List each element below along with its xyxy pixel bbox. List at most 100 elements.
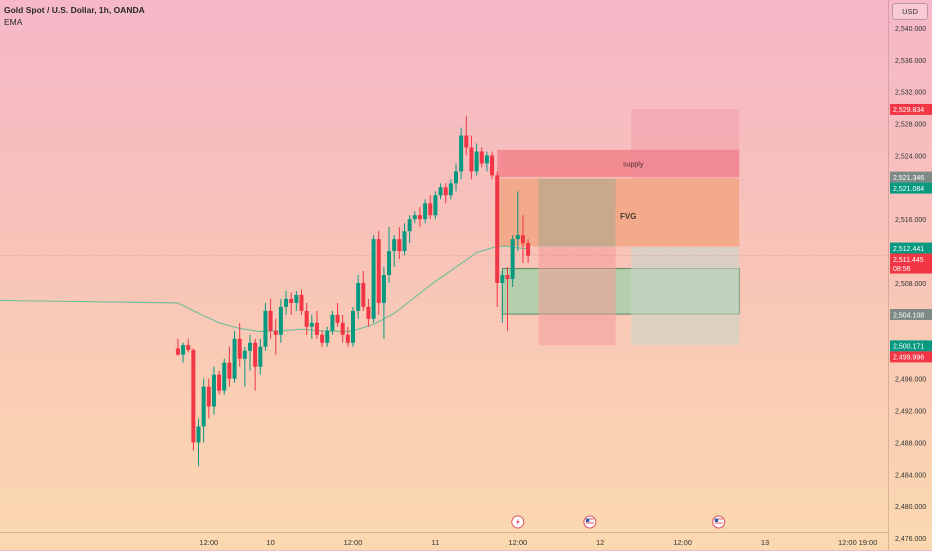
price-tag[interactable]: 2,529.834	[890, 103, 932, 115]
bearish-candle[interactable]	[186, 338, 191, 353]
bullish-candle[interactable]	[448, 179, 453, 200]
price-tag[interactable]: 2,500.171	[890, 340, 932, 352]
us-flag-event-icon[interactable]	[583, 515, 597, 529]
zone-supply[interactable]	[497, 149, 740, 177]
bullish-candle[interactable]	[278, 298, 283, 343]
candle-body	[371, 239, 376, 319]
bearish-candle[interactable]	[320, 330, 325, 347]
bearish-candle[interactable]	[227, 346, 232, 387]
bullish-candle[interactable]	[232, 330, 237, 383]
bullish-candle[interactable]	[222, 358, 227, 395]
bearish-candle[interactable]	[526, 239, 531, 264]
bullish-candle[interactable]	[387, 227, 392, 283]
bullish-candle[interactable]	[351, 306, 355, 347]
bearish-candle[interactable]	[304, 302, 309, 335]
time-axis[interactable]: 12:001012:001112:001212:001312:0019:0016…	[0, 532, 888, 551]
bullish-candle[interactable]	[510, 235, 515, 287]
price-tag[interactable]: 2,504.108	[890, 308, 932, 320]
bullish-candle[interactable]	[392, 235, 397, 268]
bullish-candle[interactable]	[459, 127, 464, 180]
fvg-label: FVG	[620, 212, 636, 221]
bullish-candle[interactable]	[474, 143, 479, 176]
bearish-candle[interactable]	[490, 151, 495, 180]
price-axis[interactable]: 2,540.000 2,536.000 2,532.000 2,528.000 2,52…	[888, 0, 932, 550]
bearish-candle[interactable]	[273, 318, 278, 355]
bearish-candle[interactable]	[376, 231, 381, 315]
bullish-candle[interactable]	[484, 151, 489, 172]
flag-stripe	[585, 518, 594, 520]
bearish-candle[interactable]	[175, 338, 180, 356]
bearish-candle[interactable]	[268, 298, 273, 339]
bullish-candle[interactable]	[196, 418, 201, 467]
bullish-candle[interactable]	[181, 342, 186, 363]
bullish-candle[interactable]	[294, 290, 299, 311]
bullish-candle[interactable]	[412, 211, 417, 224]
candlestick-chart[interactable]: supply FVG	[0, 0, 888, 532]
bullish-candle[interactable]	[263, 302, 268, 351]
bearish-candle[interactable]	[464, 115, 469, 156]
price-tag[interactable]: 2,499.996	[890, 351, 932, 363]
bullish-candle[interactable]	[423, 199, 428, 224]
bearish-candle[interactable]	[443, 183, 448, 204]
bearish-candle[interactable]	[345, 326, 350, 347]
flag-stripe	[585, 524, 594, 526]
zone-box-right-top[interactable]	[631, 109, 740, 179]
zone-fvg[interactable]	[497, 178, 740, 247]
bearish-candle[interactable]	[417, 207, 422, 228]
bullish-candle[interactable]	[438, 183, 443, 200]
zone-box-left-upper[interactable]	[538, 178, 616, 248]
bullish-candle[interactable]	[454, 163, 458, 192]
us-flag-event-icon[interactable]	[712, 515, 726, 529]
bearish-candle[interactable]	[289, 292, 294, 315]
lightning-event-icon[interactable]	[511, 515, 525, 529]
bullish-candle[interactable]	[201, 378, 206, 443]
bullish-candle[interactable]	[284, 290, 289, 315]
bullish-candle[interactable]	[211, 366, 216, 415]
bullish-candle[interactable]	[309, 314, 314, 339]
bullish-candle[interactable]	[433, 191, 438, 220]
bearish-candle[interactable]	[191, 348, 196, 451]
bearish-candle[interactable]	[335, 302, 340, 327]
bullish-candle[interactable]	[242, 346, 247, 387]
price-tag[interactable]: 2,512.441	[890, 242, 932, 254]
bullish-candle[interactable]	[371, 235, 376, 323]
bullish-candle[interactable]	[325, 326, 330, 347]
bearish-candle[interactable]	[237, 322, 242, 367]
bearish-candle[interactable]	[217, 370, 222, 395]
bearish-candle[interactable]	[469, 135, 474, 180]
bearish-candle[interactable]	[314, 310, 319, 339]
bullish-candle[interactable]	[330, 310, 335, 335]
price-tag[interactable]: 2,521.084	[890, 182, 932, 194]
bearish-candle[interactable]	[340, 314, 345, 343]
bearish-candle[interactable]	[206, 378, 211, 419]
currency-button[interactable]: USD	[892, 3, 928, 20]
price-tag[interactable]: 2,521.346	[890, 171, 932, 183]
bullish-candle[interactable]	[402, 223, 407, 256]
bullish-candle[interactable]	[258, 338, 263, 375]
bearish-candle[interactable]	[428, 195, 433, 220]
bearish-candle[interactable]	[299, 289, 304, 315]
ema-indicator-label[interactable]: EMA	[4, 17, 23, 27]
bearish-candle[interactable]	[397, 227, 402, 260]
zone-box-right-lower[interactable]	[631, 247, 740, 346]
bearish-candle[interactable]	[495, 171, 500, 307]
bullish-candle[interactable]	[500, 271, 505, 323]
symbol-title[interactable]: Gold Spot / U.S. Dollar, 1h, OANDA	[4, 5, 145, 15]
candle-body	[443, 187, 448, 196]
bearish-candle[interactable]	[361, 271, 366, 311]
bearish-candle[interactable]	[520, 215, 525, 264]
flag-stripe	[714, 524, 723, 526]
bullish-candle[interactable]	[248, 334, 252, 371]
bullish-candle[interactable]	[407, 215, 412, 244]
bullish-candle[interactable]	[515, 191, 520, 252]
bullish-candle[interactable]	[356, 275, 361, 319]
bullish-candle[interactable]	[381, 267, 386, 339]
bearish-candle[interactable]	[253, 338, 258, 391]
time-tick-label: 10	[266, 538, 274, 547]
candle-body	[278, 306, 283, 335]
bearish-candle[interactable]	[366, 298, 371, 327]
bearish-candle[interactable]	[505, 267, 510, 331]
price-tag[interactable]: 2,511.445 08:56	[890, 253, 932, 274]
zone-box-left-lower[interactable]	[538, 247, 616, 346]
bearish-candle[interactable]	[479, 147, 484, 168]
